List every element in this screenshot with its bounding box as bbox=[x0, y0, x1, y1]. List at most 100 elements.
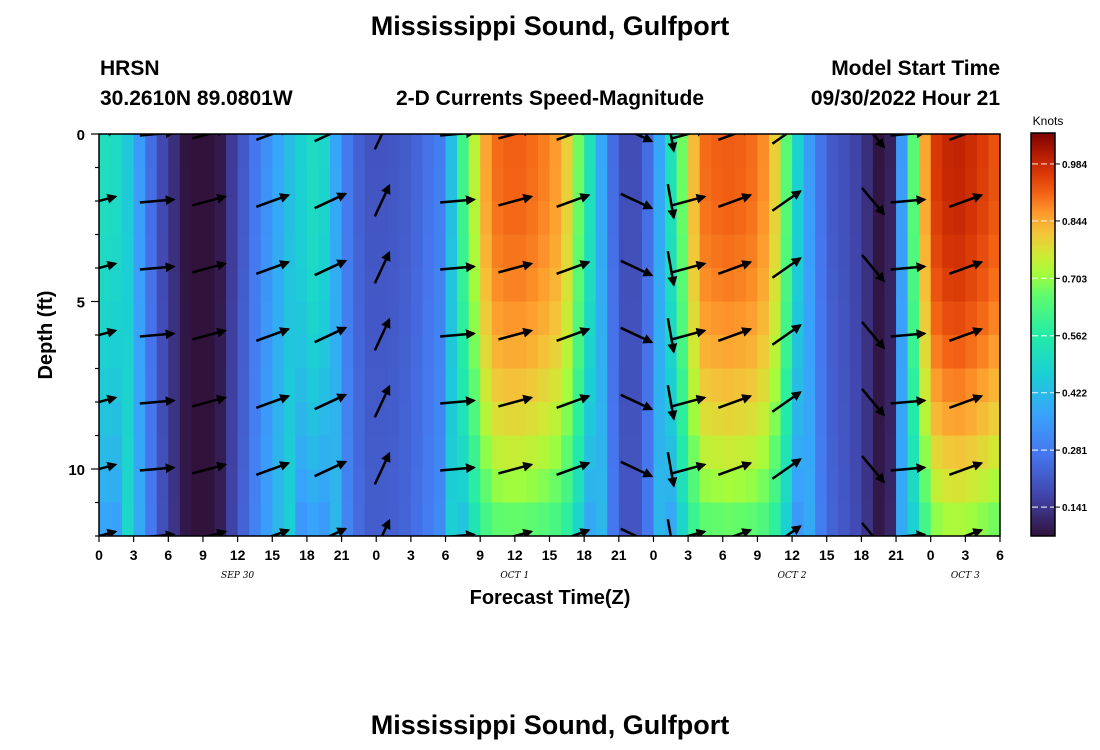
heatmap-cell bbox=[272, 402, 285, 437]
heatmap-cell bbox=[145, 134, 158, 169]
heatmap-cell bbox=[711, 402, 724, 437]
heatmap-cell bbox=[156, 402, 169, 437]
heatmap-cell bbox=[445, 502, 458, 536]
heatmap-cell bbox=[480, 368, 493, 403]
heatmap-cell bbox=[537, 201, 551, 236]
heatmap-cell bbox=[965, 268, 978, 303]
heatmap-cell bbox=[688, 368, 701, 403]
heatmap-cell bbox=[849, 134, 862, 169]
heatmap-cell bbox=[295, 134, 308, 169]
heatmap-cell bbox=[976, 234, 990, 269]
heatmap-cell bbox=[930, 435, 943, 470]
current-vector-arrow bbox=[99, 461, 118, 472]
heatmap-cell bbox=[722, 435, 735, 470]
heatmap-cell bbox=[630, 435, 643, 470]
heatmap-cell bbox=[849, 368, 862, 403]
heatmap-cell bbox=[433, 268, 447, 303]
heatmap-cell bbox=[826, 335, 839, 370]
heatmap-cell bbox=[341, 368, 354, 403]
heatmap-cell bbox=[226, 368, 239, 403]
heatmap-cell bbox=[468, 402, 481, 437]
heatmap-cell bbox=[872, 502, 886, 536]
x-tick-label: 18 bbox=[299, 547, 315, 563]
heatmap-cell bbox=[745, 335, 759, 370]
heatmap-cell bbox=[526, 167, 539, 202]
heatmap-cell bbox=[237, 469, 250, 504]
heatmap-cell bbox=[364, 234, 377, 269]
current-vector-arrow bbox=[771, 134, 789, 145]
heatmap-cell bbox=[896, 134, 909, 169]
heatmap-cell bbox=[988, 402, 1000, 437]
heatmap-cell bbox=[202, 335, 216, 370]
heatmap-cell bbox=[237, 502, 250, 536]
heatmap-cell bbox=[179, 201, 193, 236]
heatmap-cell bbox=[803, 167, 816, 202]
heatmap-cell bbox=[272, 435, 285, 470]
heatmap-cell bbox=[387, 134, 400, 169]
heatmap-cell bbox=[757, 469, 770, 504]
heatmap-cell bbox=[318, 469, 331, 504]
heatmap-cell bbox=[976, 469, 990, 504]
heatmap-cell bbox=[745, 301, 759, 336]
heatmap-cell bbox=[849, 469, 862, 504]
current-vector-arrow bbox=[314, 326, 348, 344]
heatmap-cell bbox=[202, 435, 216, 470]
heatmap-cell bbox=[295, 368, 308, 403]
heatmap-cell bbox=[919, 402, 932, 437]
heatmap-cell bbox=[780, 368, 793, 403]
heatmap-cell bbox=[711, 368, 724, 403]
heatmap-cell bbox=[641, 402, 655, 437]
heatmap-cell bbox=[214, 402, 227, 437]
heatmap-cell bbox=[907, 502, 920, 536]
heatmap-cell bbox=[838, 435, 851, 470]
heatmap-cell bbox=[399, 335, 412, 370]
heatmap-cell bbox=[457, 469, 470, 504]
heatmap-cell bbox=[630, 134, 643, 169]
heatmap-cell bbox=[353, 335, 366, 370]
heatmap-cell bbox=[272, 469, 285, 504]
current-vector-arrow bbox=[717, 394, 753, 409]
heatmap-cell bbox=[306, 435, 320, 470]
heatmap-cell bbox=[815, 502, 828, 536]
heatmap-cell bbox=[942, 502, 955, 536]
heatmap-cell bbox=[861, 301, 874, 336]
heatmap-cell bbox=[930, 234, 943, 269]
heatmap-cell bbox=[815, 167, 828, 202]
heatmap-cell bbox=[653, 134, 666, 169]
current-vector-arrow bbox=[890, 329, 927, 340]
heatmap-cell bbox=[699, 234, 712, 269]
heatmap-cell bbox=[618, 268, 631, 303]
heatmap-cell bbox=[549, 201, 562, 236]
heatmap-cell bbox=[503, 268, 516, 303]
heatmap-cell bbox=[433, 201, 447, 236]
current-vector-arrow bbox=[99, 528, 118, 536]
heatmap-cell bbox=[838, 368, 851, 403]
heatmap-cell bbox=[353, 167, 366, 202]
heatmap-cell bbox=[676, 469, 689, 504]
heatmap-cell bbox=[745, 201, 759, 236]
heatmap-cell bbox=[942, 435, 955, 470]
heatmap-cell bbox=[99, 469, 112, 504]
x-tick-label: 12 bbox=[230, 547, 246, 563]
heatmap-cell bbox=[433, 502, 447, 536]
heatmap-cell bbox=[179, 167, 193, 202]
heatmap-cell bbox=[942, 167, 955, 202]
heatmap-cell bbox=[792, 201, 805, 236]
heatmap-cell bbox=[641, 134, 655, 169]
x-tick-label: 0 bbox=[650, 547, 658, 563]
current-vector-arrow bbox=[255, 260, 291, 275]
heatmap-cell bbox=[145, 469, 158, 504]
heatmap-cell bbox=[353, 368, 366, 403]
heatmap-cell bbox=[514, 301, 527, 336]
heatmap-cell bbox=[757, 167, 770, 202]
heatmap-cell bbox=[734, 335, 747, 370]
heatmap-cell bbox=[757, 368, 770, 403]
heatmap-cell bbox=[757, 201, 770, 236]
heatmap-cell bbox=[584, 234, 597, 269]
heatmap-cell bbox=[988, 268, 1000, 303]
heatmap-cell bbox=[676, 368, 689, 403]
heatmap-cell bbox=[341, 234, 354, 269]
heatmap-cell bbox=[965, 435, 978, 470]
current-vector-arrow bbox=[142, 530, 176, 536]
heatmap-cell bbox=[376, 402, 389, 437]
